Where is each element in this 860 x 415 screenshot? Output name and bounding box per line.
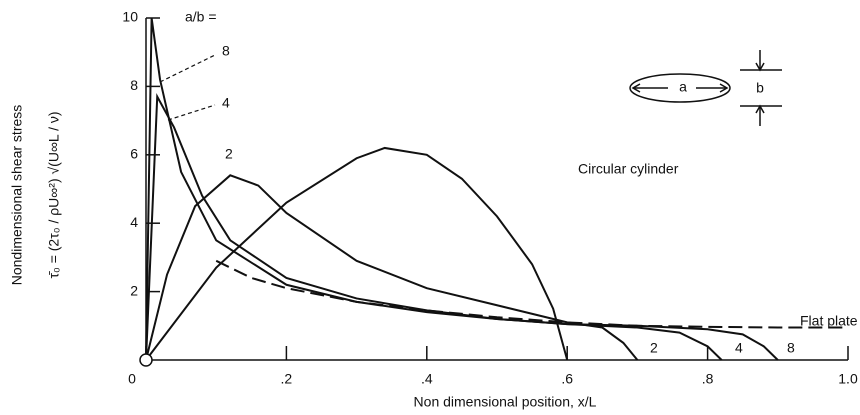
line-series (145, 174, 639, 361)
leader-line (167, 104, 216, 121)
x-tick-label: 1.0 (838, 371, 858, 387)
curve-label: 4 (222, 95, 230, 111)
arrowhead (631, 83, 641, 93)
curve-label: Circular cylinder (578, 161, 679, 177)
line-series (145, 146, 569, 361)
curve-label: 2 (225, 146, 233, 162)
end-label: 2 (650, 340, 658, 356)
y-tick-label: 2 (130, 282, 138, 298)
line-series (145, 17, 779, 361)
x-tick-label: .2 (281, 371, 293, 387)
x-axis-label: Non dimensional position, x/L (414, 394, 597, 410)
end-label: 8 (787, 340, 795, 356)
ellipse (629, 73, 731, 103)
x-tick-label: .6 (561, 371, 573, 387)
y-tick-label: 4 (130, 214, 138, 230)
y-tick-label: 10 (122, 9, 138, 25)
curve-label: 8 (222, 43, 230, 59)
x-tick-label: 0 (128, 371, 136, 387)
end-label: 4 (735, 340, 743, 356)
origin-marker (139, 353, 153, 367)
inset-label: a (679, 79, 687, 95)
arrowhead (755, 62, 765, 72)
legend-title: a/b = (185, 9, 217, 25)
line-series (145, 93, 723, 361)
y-tick-label: 6 (130, 146, 138, 162)
y-axis-formula: τ̄₀ = (2τ₀ / ρU∞²) √(U∞L / ν) (46, 111, 62, 278)
arrowhead (719, 83, 729, 93)
y-tick-label: 8 (130, 77, 138, 93)
x-tick-label: .4 (421, 371, 433, 387)
curve-label: Flat plate (800, 313, 858, 329)
arrowhead (755, 104, 765, 114)
x-tick-label: .8 (702, 371, 714, 387)
y-axis-label: Nondimensional shear stress (9, 105, 25, 286)
leader-line (159, 54, 216, 83)
inset-diagram (629, 50, 782, 126)
inset-label: b (756, 80, 764, 96)
line-series (215, 259, 848, 329)
